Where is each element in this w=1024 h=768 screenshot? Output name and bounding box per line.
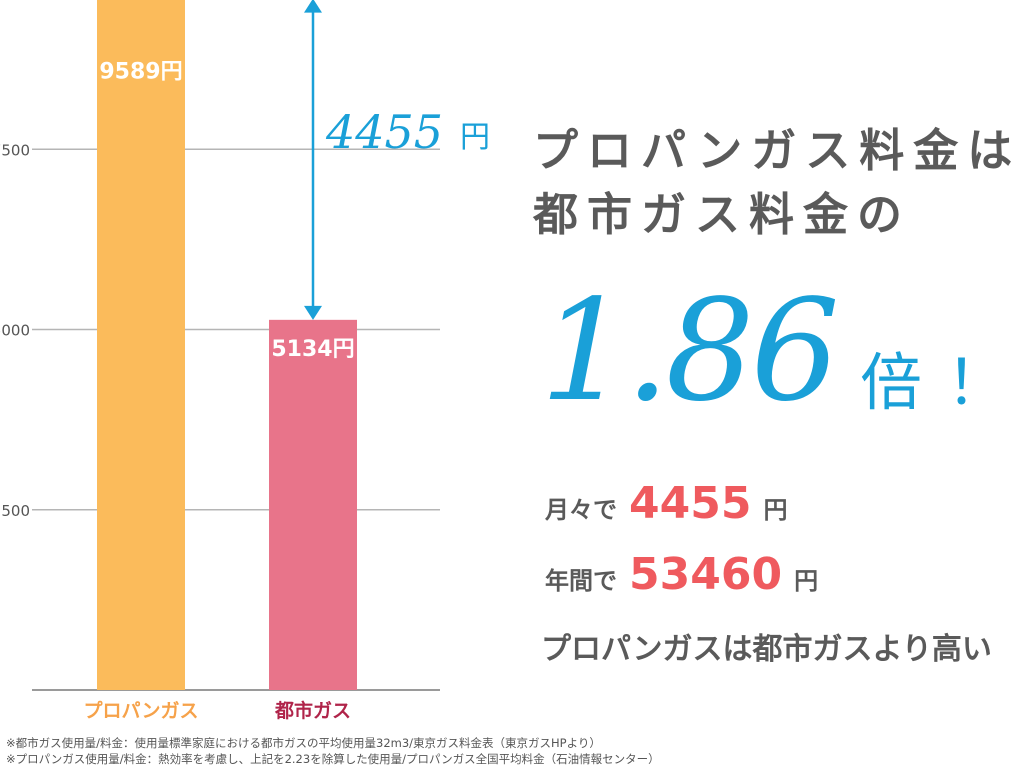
difference-unit: 円 [460, 120, 490, 155]
difference-arrow-head-up [304, 0, 322, 13]
bar-1 [97, 0, 185, 690]
category-label-2: 都市ガス [274, 699, 351, 722]
yearly-unit: 円 [794, 567, 819, 595]
summary-text: プロパンガスは都市ガスより高い [541, 632, 992, 667]
y-tick-label-7500: 7500 [0, 141, 30, 159]
monthly-savings: 月々で 4455 円 [545, 478, 787, 529]
yearly-prefix: 年間で [545, 567, 617, 595]
footnote-propane: ※プロパンガス使用量/料金：熱効率を考慮し、上記を2.23を除算した使用量/プロ… [6, 752, 660, 766]
bar-value-label-1: 9589円 [99, 60, 182, 85]
ratio-callout: 1.86 倍！ [540, 270, 1008, 433]
category-label-1: プロパンガス [84, 699, 199, 722]
monthly-unit: 円 [763, 496, 788, 524]
headline-line1: プロパンガス料金は [533, 124, 1022, 177]
yearly-value: 53460 [629, 549, 783, 600]
yearly-savings: 年間で 53460 円 [545, 549, 818, 600]
ratio-unit: 倍！ [860, 346, 1024, 419]
difference-arrow: 4455 円 [304, 0, 490, 320]
monthly-prefix: 月々で [545, 496, 617, 524]
footnote-city-gas: ※都市ガス使用量/料金：使用量標準家庭における都市ガスの平均使用量32m3/東京… [6, 736, 601, 750]
headline-line2: 都市ガス料金の [533, 188, 912, 241]
bar-value-label-2: 5134円 [271, 337, 354, 362]
difference-arrow-head-down [304, 305, 322, 320]
monthly-value: 4455 [629, 478, 752, 529]
difference-value: 4455 [325, 105, 443, 159]
y-tick-label-2500: 2500 [0, 502, 30, 520]
ratio-value: 1.86 [540, 270, 840, 433]
bar-2 [269, 319, 357, 690]
